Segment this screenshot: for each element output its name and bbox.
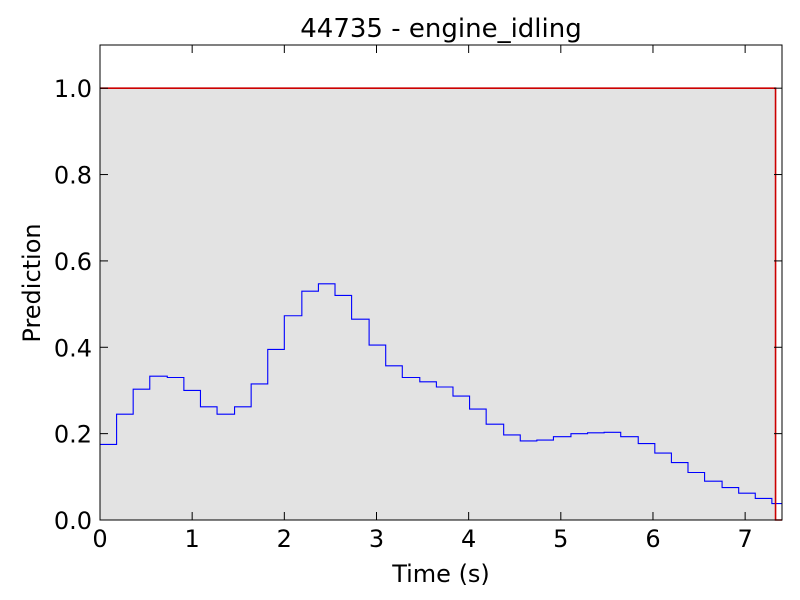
y-tick-label: 0.4 xyxy=(54,334,92,362)
x-tick-label: 6 xyxy=(645,525,660,553)
y-tick-label: 1.0 xyxy=(54,75,92,103)
x-tick-label: 4 xyxy=(461,525,476,553)
x-tick-label: 7 xyxy=(737,525,752,553)
x-tick-label: 0 xyxy=(92,525,107,553)
x-tick-label: 3 xyxy=(369,525,384,553)
shaded-region xyxy=(100,88,776,520)
y-tick-label: 0.6 xyxy=(54,248,92,276)
x-tick-label: 2 xyxy=(277,525,292,553)
series-line-1 xyxy=(100,283,782,505)
chart-title: 44735 - engine_idling xyxy=(300,14,581,44)
y-tick-label: 0.0 xyxy=(54,507,92,535)
y-tick-label: 0.2 xyxy=(54,421,92,449)
y-axis-label: Prediction xyxy=(18,223,46,342)
plot-frame xyxy=(99,44,783,521)
x-tick-label: 1 xyxy=(185,525,200,553)
x-axis-label: Time (s) xyxy=(391,560,490,588)
x-tick-label: 5 xyxy=(553,525,568,553)
y-tick-label: 0.8 xyxy=(54,162,92,190)
